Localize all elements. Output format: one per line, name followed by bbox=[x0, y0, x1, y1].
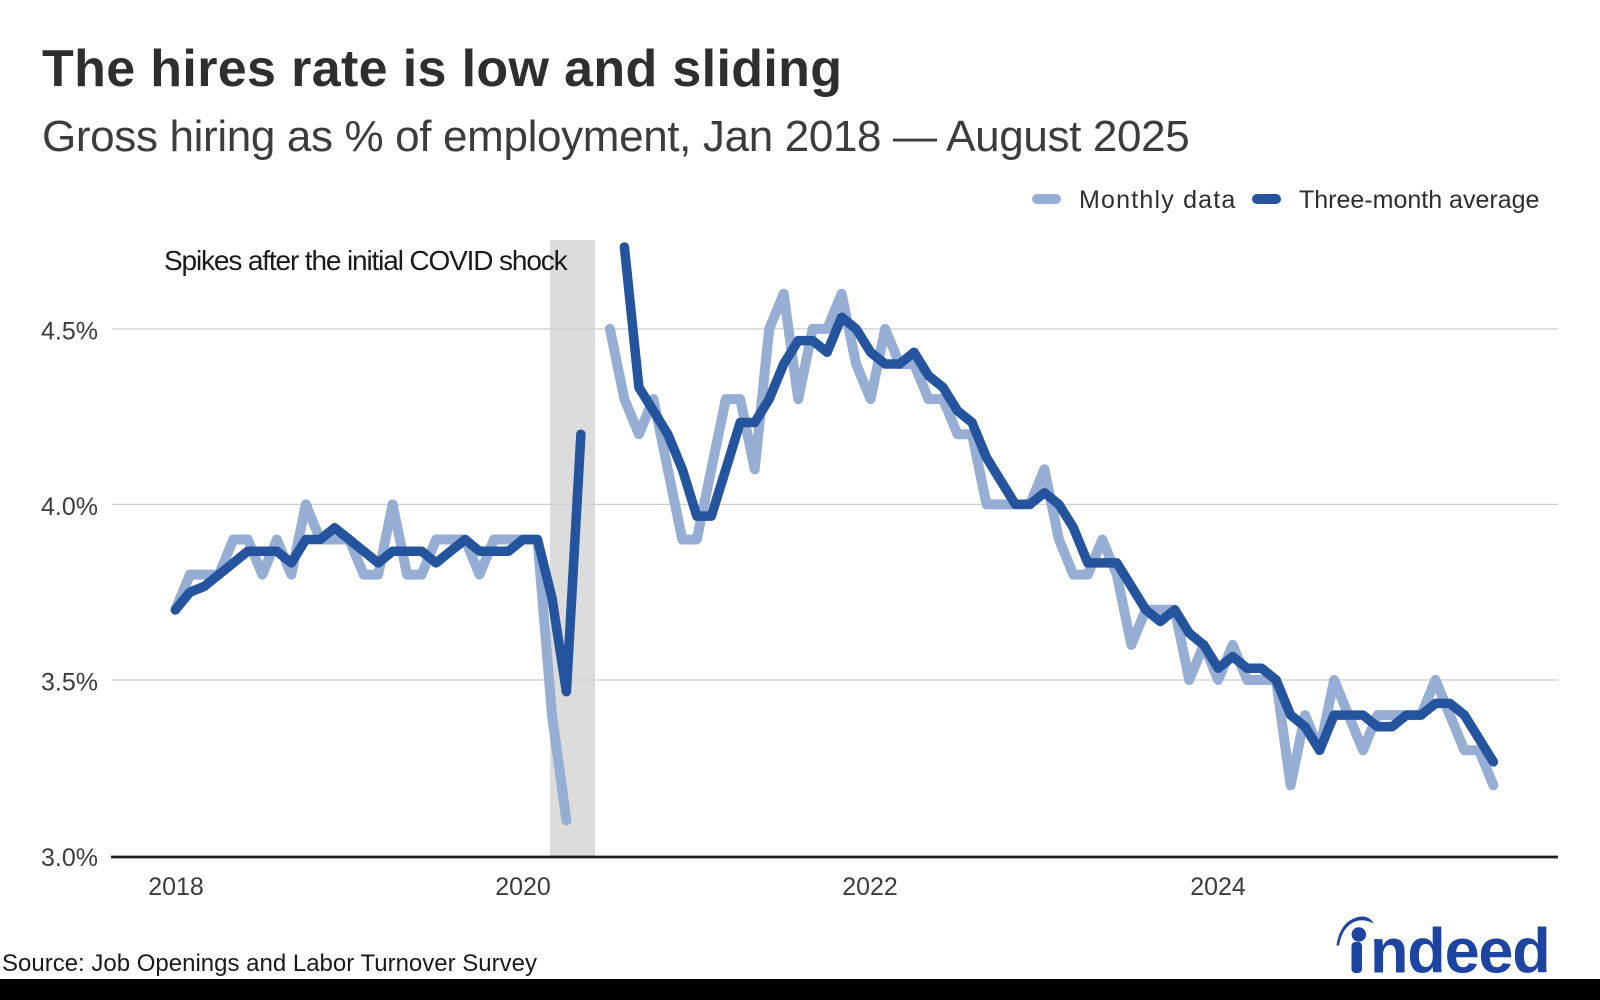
svg-text:The hires rate is low and slid: The hires rate is low and sliding bbox=[42, 40, 842, 98]
svg-text:2022: 2022 bbox=[842, 873, 898, 901]
svg-text:4.0%: 4.0% bbox=[41, 493, 98, 521]
svg-text:3.0%: 3.0% bbox=[41, 844, 98, 872]
svg-text:Monthly data: Monthly data bbox=[1079, 186, 1237, 214]
svg-text:ndeed: ndeed bbox=[1370, 917, 1550, 987]
svg-text:Gross hiring as % of employmen: Gross hiring as % of employment, Jan 201… bbox=[42, 112, 1189, 161]
svg-text:Source: Job Openings and Labor: Source: Job Openings and Labor Turnover … bbox=[2, 950, 537, 977]
svg-text:Three-month average: Three-month average bbox=[1299, 186, 1539, 214]
svg-text:Spikes after the initial COVID: Spikes after the initial COVID shock bbox=[164, 245, 569, 276]
svg-text:2020: 2020 bbox=[495, 873, 551, 901]
svg-text:2018: 2018 bbox=[148, 873, 204, 901]
svg-text:3.5%: 3.5% bbox=[41, 669, 98, 697]
svg-text:2024: 2024 bbox=[1190, 873, 1246, 901]
svg-text:4.5%: 4.5% bbox=[41, 318, 98, 346]
